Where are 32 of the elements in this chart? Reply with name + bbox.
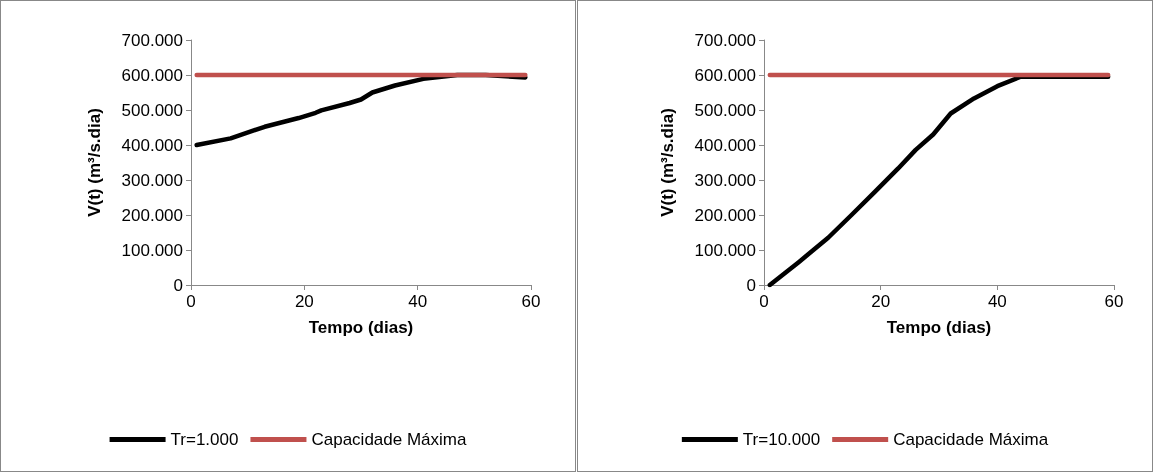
y-tick-label: 700.000 bbox=[694, 30, 756, 50]
y-tick-label: 700.000 bbox=[121, 30, 183, 50]
y-tick-label: 200.000 bbox=[694, 205, 756, 225]
y-tick-label: 300.000 bbox=[121, 170, 183, 190]
y-tick-label: 400.000 bbox=[694, 135, 756, 155]
x-axis-title: Tempo (dias) bbox=[308, 318, 414, 337]
y-tick-label: 100.000 bbox=[121, 240, 183, 260]
x-axis-title: Tempo (dias) bbox=[886, 318, 992, 337]
y-tick-label: 100.000 bbox=[694, 240, 756, 260]
x-tick-label: 0 bbox=[759, 292, 769, 311]
x-tick-label: 40 bbox=[408, 292, 428, 311]
x-tick-label: 60 bbox=[1104, 292, 1124, 311]
y-tick-label: 600.000 bbox=[121, 65, 183, 85]
x-tick-label: 20 bbox=[294, 292, 314, 311]
x-tick-label: 60 bbox=[521, 292, 541, 311]
y-tick-label: 200.000 bbox=[121, 205, 183, 225]
y-axis-title: V(t) (m³/s.dia) bbox=[658, 108, 677, 217]
x-tick-label: 20 bbox=[871, 292, 891, 311]
y-tick-label: 600.000 bbox=[694, 65, 756, 85]
y-tick-label: 300.000 bbox=[694, 170, 756, 190]
legend-label: Capacidade Máxima bbox=[893, 430, 1049, 449]
legend-label: Tr=10.000 bbox=[742, 430, 821, 449]
y-tick-label: 500.000 bbox=[694, 100, 756, 120]
y-axis-title: V(t) (m³/s.dia) bbox=[85, 108, 104, 217]
y-tick-label: 0 bbox=[746, 275, 756, 295]
legend-label: Capacidade Máxima bbox=[311, 430, 467, 449]
x-tick-label: 40 bbox=[987, 292, 1007, 311]
y-tick-label: 500.000 bbox=[121, 100, 183, 120]
legend-label: Tr=1.000 bbox=[170, 430, 239, 449]
x-tick-label: 0 bbox=[186, 292, 196, 311]
y-tick-label: 400.000 bbox=[121, 135, 183, 155]
y-tick-label: 0 bbox=[173, 275, 183, 295]
